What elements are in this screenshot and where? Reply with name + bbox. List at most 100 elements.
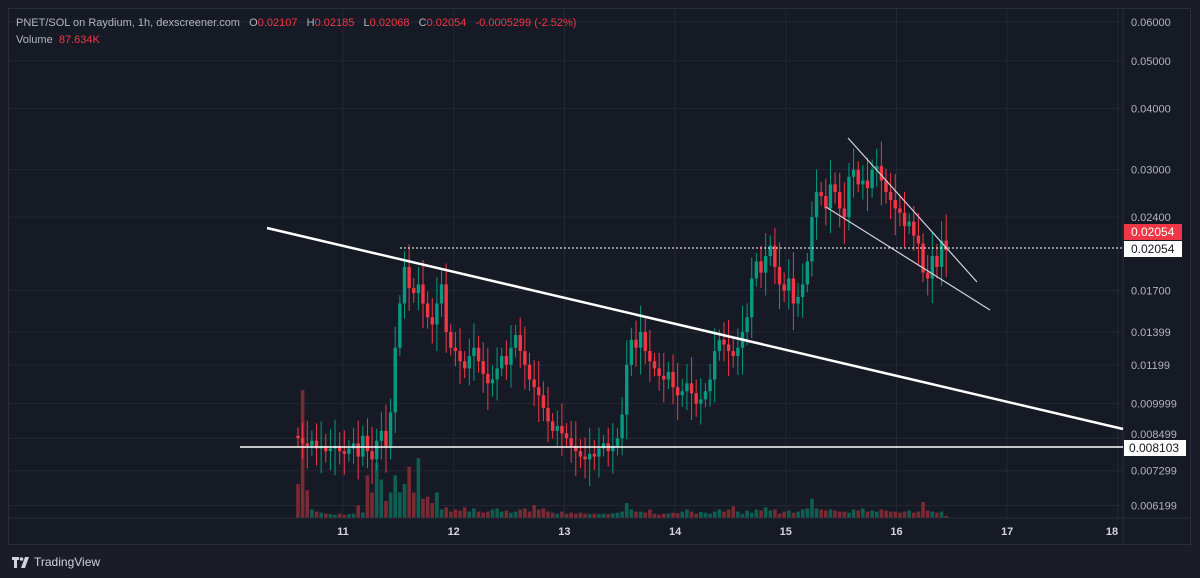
candle [523,326,527,390]
volume-bar [824,510,828,518]
volume-bar [333,514,337,518]
candle-body [578,451,583,457]
candle-body [722,339,726,345]
volume-bar [791,512,796,518]
volume-bar [472,508,476,518]
volume-bar [689,511,694,518]
volume-bar [703,512,708,518]
wedge-upper-line[interactable] [847,137,978,283]
candle-body [800,284,805,297]
candle [398,295,402,356]
candle [305,420,309,469]
volume-bar [527,511,532,518]
candle [592,439,597,470]
volume-bar [550,512,555,518]
price-tick-label: 0.05000 [1131,56,1171,68]
candle [351,427,356,464]
close-value: 0.02054 [426,17,467,29]
candle-body [412,288,416,294]
candle [759,245,763,288]
wedge-lower-line[interactable] [825,206,991,311]
candle-body [398,303,402,348]
volume-bar [416,458,421,518]
price-tick-label: 0.007299 [1131,466,1177,478]
open-value: 0.02107 [257,17,298,29]
volume-bar [337,513,342,518]
candle-body [708,379,712,392]
price-axis[interactable]: 0.06000 0.05000 0.04000 0.03000 0.02400 0.017… [1131,17,1177,513]
volume-bar [786,510,791,518]
candle-body [842,208,847,218]
volume-bar [916,511,921,518]
time-tick-label: 18 [1106,526,1118,538]
candle-body [671,372,675,388]
candle [504,340,509,380]
volume-bar [749,512,754,518]
candle-body [888,192,893,201]
volume-bar [629,509,634,518]
candle [907,213,911,235]
candle-body [500,356,504,369]
candle-body [773,245,777,267]
candle-body [305,443,309,446]
candle-body [546,407,550,422]
candle-body [490,379,495,384]
candle [337,432,342,465]
volume-bar [388,492,393,518]
volume-bar [624,503,629,518]
volume-bar [763,507,768,518]
candle-body [583,456,587,460]
candle-body [495,368,499,380]
candle [365,418,370,469]
candle [726,320,731,376]
time-tick-label: 12 [448,526,460,538]
price-tick-label: 0.008499 [1131,429,1177,441]
candle [416,266,421,311]
candle-body [713,351,717,380]
candle [648,330,652,383]
candle-body [379,430,384,441]
time-axis[interactable]: 11 12 13 14 15 16 17 18 [337,526,1118,538]
candle [800,263,805,318]
candle [472,323,476,381]
candle [555,410,559,447]
volume-bar [699,512,703,518]
ohlc-row: PNET/SOL on Raydium, 1h, dexscreener.com… [16,15,576,32]
candle-body [787,278,791,291]
candle-body [310,440,314,446]
candle [356,420,360,480]
volume-bar [532,505,536,518]
volume-bar [935,512,939,518]
candle [925,255,930,296]
volume-bar [523,508,527,518]
volume-bar [458,510,462,518]
candle [689,357,694,420]
candle [541,381,546,422]
volume-bar [800,509,805,518]
candle-body [611,445,615,452]
candle-body [370,451,374,460]
candle-body [791,278,796,304]
volume-bar [351,513,356,518]
candle-body [564,433,569,439]
candle [421,259,425,329]
volume-bar [657,514,661,518]
volume-bar [648,509,652,518]
volume-bar [685,509,689,518]
tradingview-icon [12,556,29,568]
candle-body [648,351,652,362]
candle [634,320,638,367]
tradingview-logo[interactable]: TradingView [12,555,100,569]
volume-bar [634,511,638,518]
candle [888,172,893,220]
candle [412,277,416,303]
candle [791,252,796,331]
volume-bar [490,509,495,518]
descending-trendline[interactable] [266,226,1124,431]
candle [435,277,439,352]
volume-bar [402,483,407,518]
candle-body [361,435,365,457]
support-level-label: 0.008103 [1129,441,1179,455]
time-tick-label: 13 [558,526,570,538]
